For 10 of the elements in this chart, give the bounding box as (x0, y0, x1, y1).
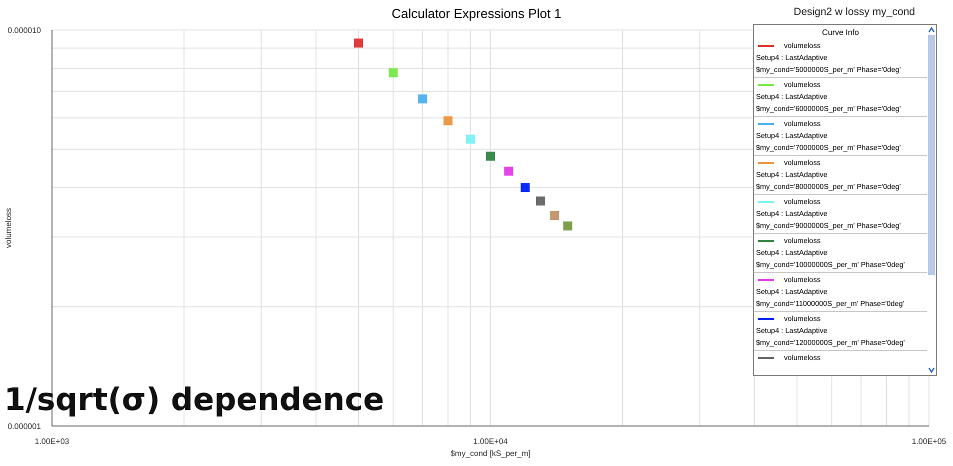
y-tick-label: 0.000010 (8, 26, 42, 35)
y-tick-label: 0.000001 (8, 422, 42, 431)
chart-subtitle: Design2 w lossy my_cond (794, 6, 915, 18)
x-tick-label: 1.00E+03 (34, 437, 70, 446)
x-tick-label: 1.00E+05 (912, 437, 947, 446)
x-tick-label: 1.00E+04 (473, 437, 508, 446)
x-axis-title: $my_cond [kS_per_m] (450, 449, 531, 458)
y-axis-title: volumeloss (4, 208, 13, 248)
legend-title: Curve Info (821, 27, 860, 39)
chart-title: Calculator Expressions Plot 1 (392, 6, 562, 21)
